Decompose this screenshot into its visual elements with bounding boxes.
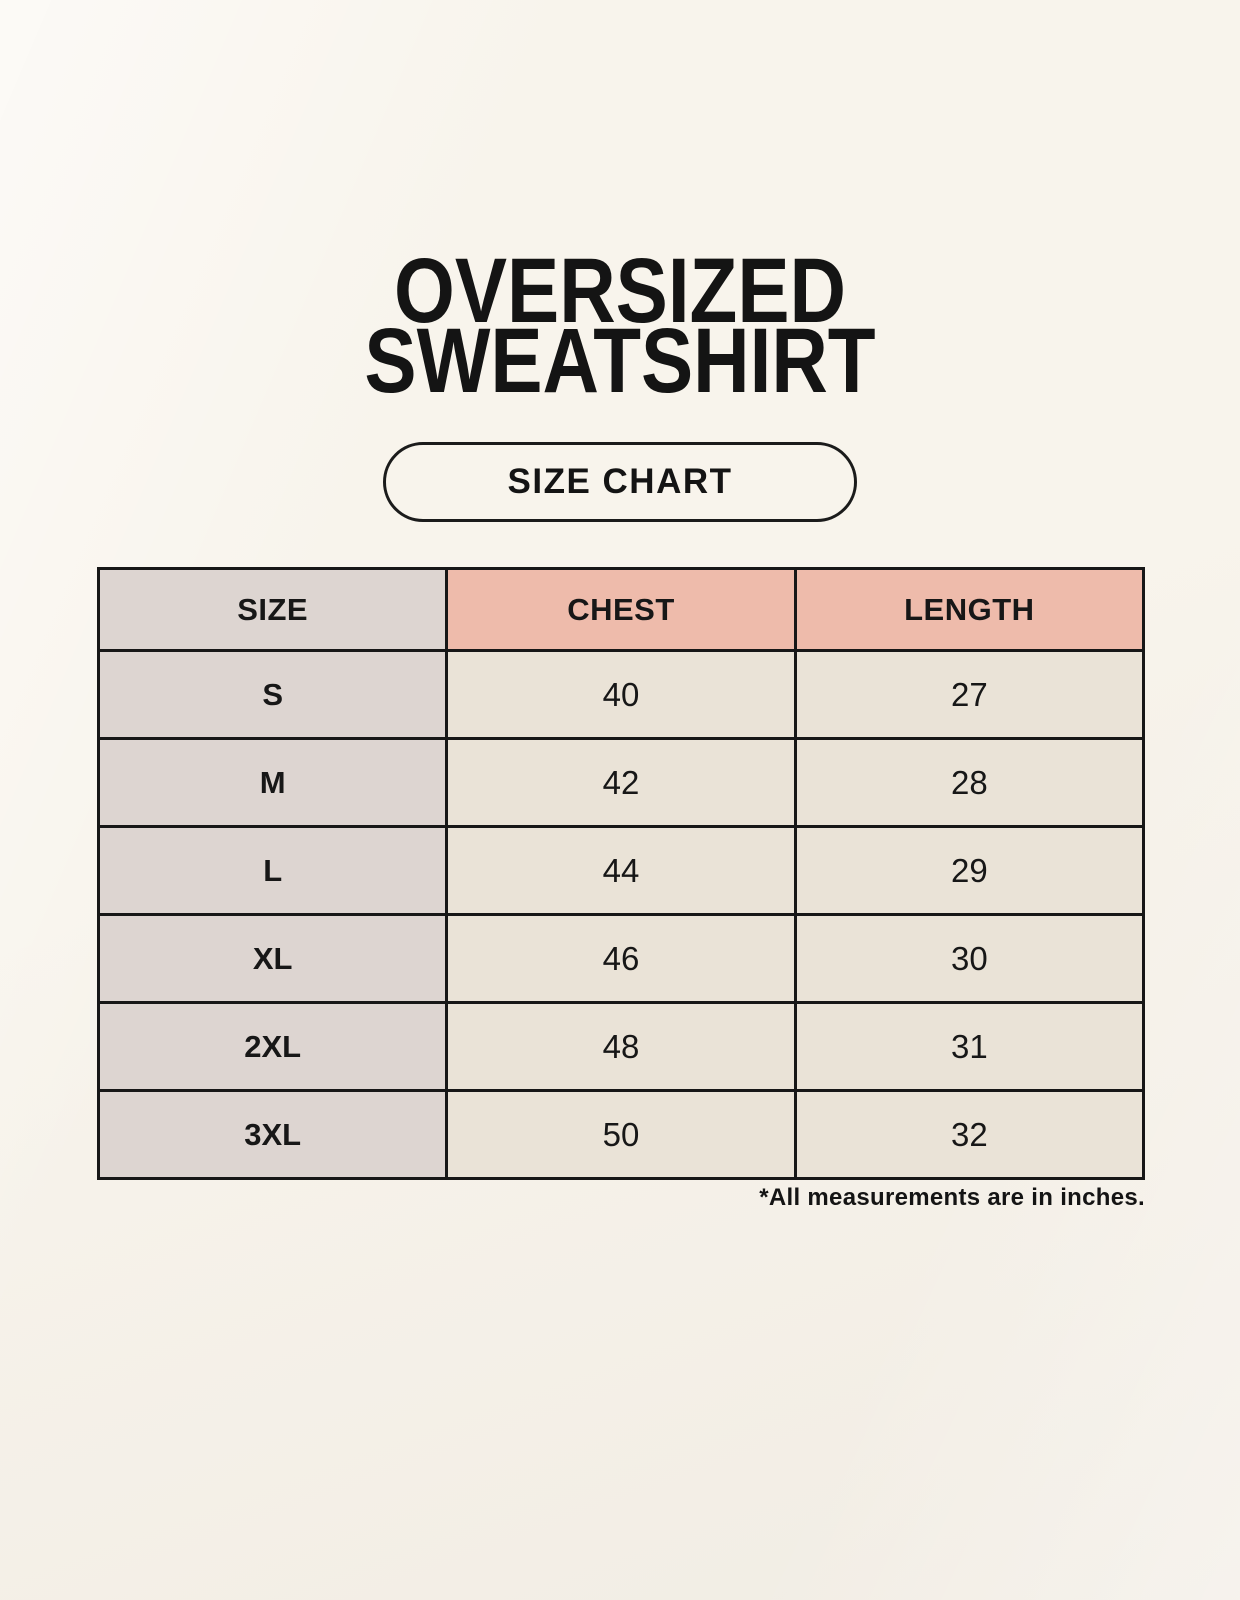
table-row: S 40 27 [96,649,1146,740]
size-value: 3XL [96,1089,449,1180]
table-row: 3XL 50 32 [96,1089,1146,1180]
chest-value: 44 [445,825,797,916]
page-title-line-2: SWEATSHIRT [364,310,876,412]
column-header-length: LENGTH [793,567,1146,652]
size-chart-table: SIZE CHEST LENGTH S 40 27 M 42 28 L 44 2… [96,567,1146,1180]
size-chart-table-body: S 40 27 M 42 28 L 44 29 XL 46 30 2XL 48 … [96,649,1146,1180]
column-header-size: SIZE [96,567,449,652]
page-title-line-1: OVERSIZED [394,240,846,342]
chest-value: 42 [445,737,797,828]
length-value: 28 [793,737,1146,828]
size-value: 2XL [96,1001,449,1092]
length-value: 31 [793,1001,1146,1092]
chest-value: 46 [445,913,797,1004]
table-row: XL 46 30 [96,913,1146,1004]
size-chart-badge-label: SIZE CHART [507,462,733,501]
size-value: S [96,649,449,740]
size-chart-table-header: SIZE CHEST LENGTH [96,567,1146,652]
length-value: 30 [793,913,1146,1004]
table-row: L 44 29 [96,825,1146,916]
size-value: XL [96,913,449,1004]
chest-value: 40 [445,649,797,740]
column-header-chest: CHEST [445,567,797,652]
chest-value: 50 [445,1089,797,1180]
table-row: 2XL 48 31 [96,1001,1146,1092]
chest-value: 48 [445,1001,797,1092]
page-title: OVERSIZED SWEATSHIRT [93,240,1147,412]
length-value: 29 [793,825,1146,916]
length-value: 27 [793,649,1146,740]
header-row: SIZE CHEST LENGTH [96,567,1146,652]
table-row: M 42 28 [96,737,1146,828]
size-value: L [96,825,449,916]
length-value: 32 [793,1089,1146,1180]
size-value: M [96,737,449,828]
measurements-footnote: *All measurements are in inches. [759,1184,1145,1211]
size-chart-badge[interactable]: SIZE CHART [383,442,857,522]
